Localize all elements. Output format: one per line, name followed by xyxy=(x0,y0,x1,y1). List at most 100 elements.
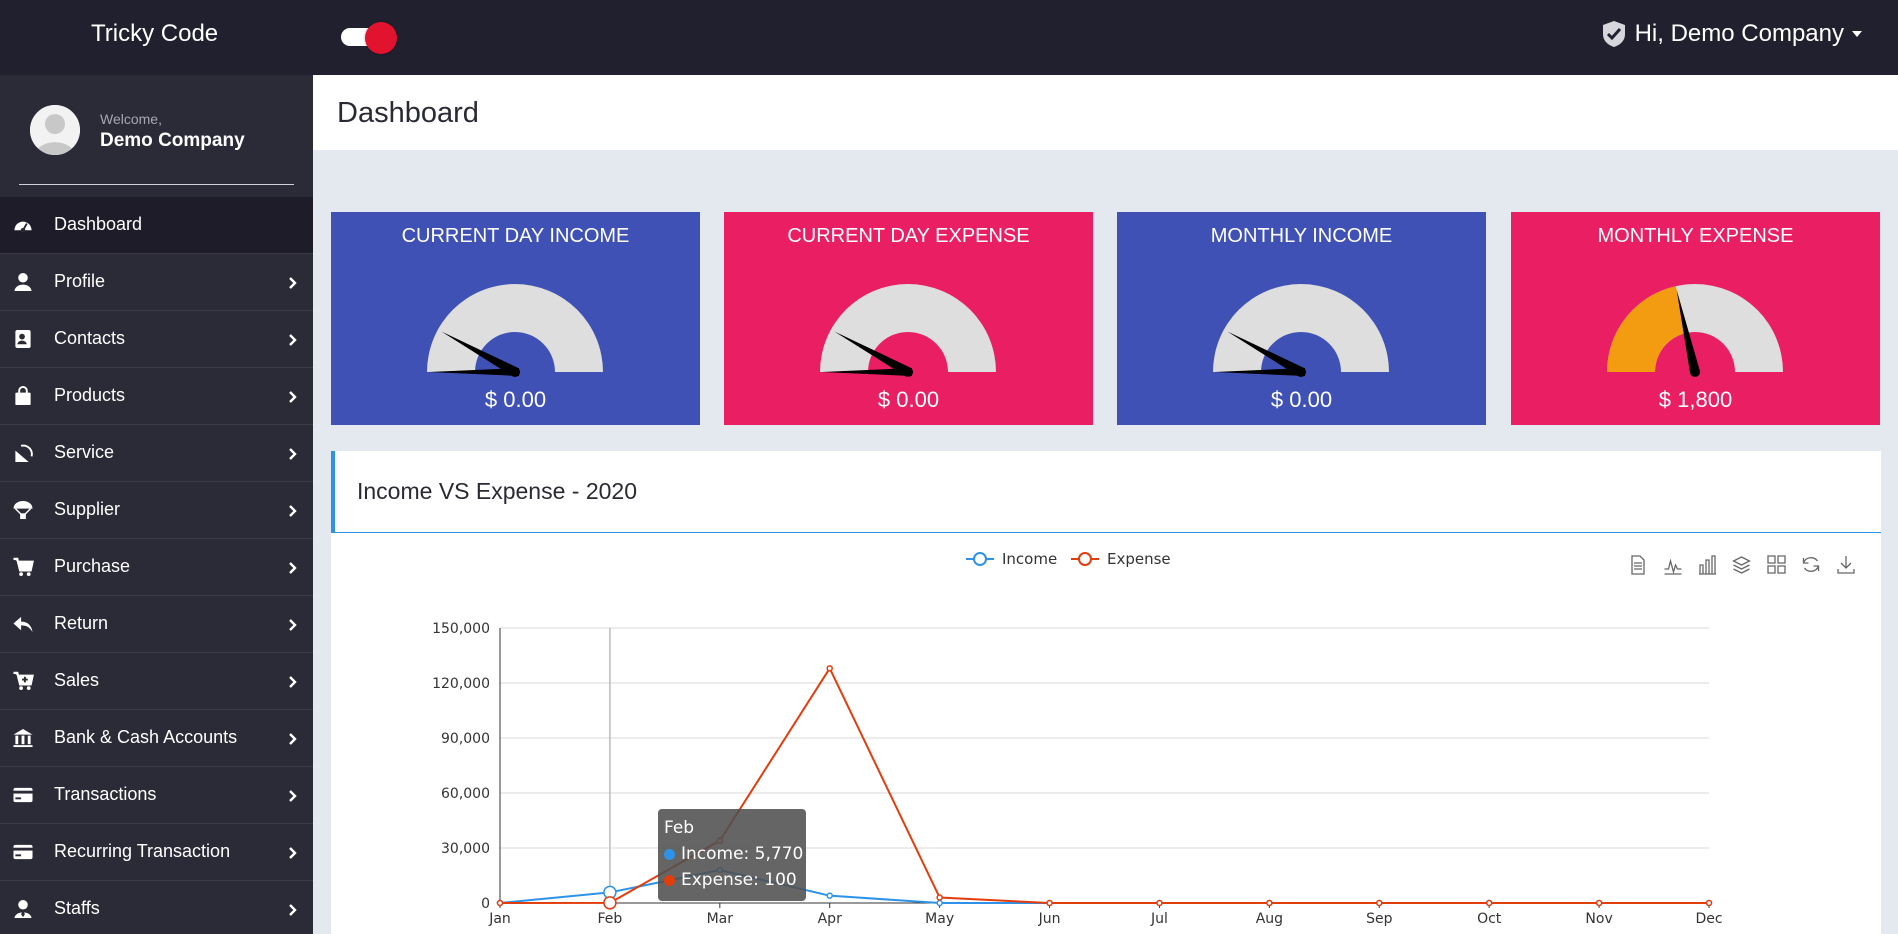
stack-icon[interactable] xyxy=(1732,556,1751,574)
user-greeting: Hi, Demo Company xyxy=(1634,20,1844,47)
card-title: MONTHLY EXPENSE xyxy=(1597,225,1794,247)
sidebar-item-label: Transactions xyxy=(54,784,157,804)
sidebar-item-bank-and-cash-accounts[interactable]: Bank & Cash Accounts xyxy=(0,710,313,767)
y-tick-label: 0 xyxy=(481,896,490,912)
gauge xyxy=(427,284,603,377)
x-tick-label: Dec xyxy=(1695,911,1722,927)
gauge-track xyxy=(1213,284,1389,372)
satellite-dish-icon xyxy=(15,444,33,463)
chevron-right-icon xyxy=(289,904,297,916)
data-point xyxy=(1705,899,1713,907)
line-chart-icon[interactable] xyxy=(1664,558,1682,575)
x-tick-label: Jun xyxy=(1038,911,1061,927)
sidebar-item-recurring-transaction[interactable]: Recurring Transaction xyxy=(0,824,313,881)
x-tick-label: Nov xyxy=(1585,911,1612,927)
card-value: $ 0.00 xyxy=(1270,387,1333,412)
save-image-icon[interactable] xyxy=(1837,556,1855,574)
data-point xyxy=(496,899,504,907)
chevron-right-icon xyxy=(289,847,297,859)
sidebar-item-label: Purchase xyxy=(54,556,131,576)
gauge-needle xyxy=(1676,290,1700,374)
gauge-needle-shadow xyxy=(429,368,519,376)
summary-card: CURRENT DAY INCOME $ 0.00 xyxy=(331,212,700,425)
summary-card: MONTHLY INCOME $ 0.00 xyxy=(1117,212,1486,425)
data-point xyxy=(936,899,943,907)
tooltip-income-text: Income: 5,770 xyxy=(681,844,804,864)
page-title: Dashboard xyxy=(337,97,479,129)
gauge-track xyxy=(820,284,996,372)
company-name: Demo Company xyxy=(100,130,245,151)
y-tick-label: 150,000 xyxy=(432,621,490,637)
gauge xyxy=(1607,284,1783,377)
sidebar-item-service[interactable]: Service xyxy=(0,425,313,482)
tiled-icon[interactable] xyxy=(1767,555,1786,574)
data-point xyxy=(1266,899,1273,907)
card-value: $ 0.00 xyxy=(484,387,547,412)
chevron-right-icon xyxy=(289,391,297,403)
sidebar-item-label: Bank & Cash Accounts xyxy=(54,727,238,747)
data-view-icon[interactable] xyxy=(1631,555,1645,575)
divider xyxy=(19,184,294,185)
gauge-needle xyxy=(834,331,911,377)
gauge-needle-shadow xyxy=(822,368,912,376)
y-tick-label: 90,000 xyxy=(441,731,490,747)
x-tick-label: May xyxy=(925,911,954,927)
summary-card: MONTHLY EXPENSE $ 1,800 xyxy=(1511,212,1880,425)
sidebar-item-sales[interactable]: Sales xyxy=(0,653,313,710)
tooltip-expense-text: Expense: 100 xyxy=(681,870,797,890)
reply-icon xyxy=(13,616,33,633)
sidebar: Welcome, Demo Company Dashboard Profile Co… xyxy=(0,75,313,934)
sidebar-item-supplier[interactable]: Supplier xyxy=(0,482,313,539)
brand-logo-text[interactable]: Tricky Code xyxy=(91,20,219,47)
data-point xyxy=(603,896,617,910)
data-point xyxy=(1376,899,1383,907)
sidebar-item-products[interactable]: Products xyxy=(0,368,313,425)
theme-toggle[interactable] xyxy=(341,22,397,54)
gauge-track xyxy=(427,284,603,372)
credit-card-icon xyxy=(13,844,33,860)
user-icon xyxy=(14,272,32,292)
chart-tooltip: Feb Income: 5,770 Expense: 100 xyxy=(658,809,806,901)
bar-chart-icon[interactable] xyxy=(1699,555,1716,575)
gauge xyxy=(820,284,996,377)
sidebar-item-purchase[interactable]: Purchase xyxy=(0,539,313,596)
sidebar-item-label: Dashboard xyxy=(54,214,143,234)
sidebar-item-label: Products xyxy=(54,385,126,405)
y-tick-label: 120,000 xyxy=(432,676,490,692)
chevron-right-icon xyxy=(289,562,297,574)
contact-card-icon xyxy=(15,329,31,349)
x-tick-label: Jul xyxy=(1150,911,1168,927)
sidebar-item-label: Contacts xyxy=(54,328,126,348)
top-navbar: Tricky Code Hi, Demo Company xyxy=(0,0,1898,75)
sidebar-item-profile[interactable]: Profile xyxy=(0,254,313,311)
legend-marker xyxy=(973,552,987,566)
shopping-cart-icon xyxy=(13,557,34,577)
sidebar-item-label: Recurring Transaction xyxy=(54,841,231,861)
sidebar-item-label: Supplier xyxy=(54,499,121,519)
data-point xyxy=(1485,899,1493,907)
sidebar-item-label: Sales xyxy=(54,670,100,690)
data-point xyxy=(1595,899,1603,907)
sidebar-item-return[interactable]: Return xyxy=(0,596,313,653)
chevron-right-icon xyxy=(289,733,297,745)
gauge-needle-shadow xyxy=(1215,368,1305,376)
income-dot-icon xyxy=(664,848,675,860)
sidebar-item-transactions[interactable]: Transactions xyxy=(0,767,313,824)
panel-header: Income VS Expense - 2020 xyxy=(331,451,1881,533)
x-tick-label: Aug xyxy=(1256,911,1283,927)
y-tick-label: 60,000 xyxy=(441,786,490,802)
card-value: $ 0.00 xyxy=(877,387,940,412)
chevron-right-icon xyxy=(289,334,297,346)
panel-title: Income VS Expense - 2020 xyxy=(357,478,637,504)
user-menu[interactable]: Hi, Demo Company xyxy=(1601,20,1862,48)
avatar xyxy=(30,105,80,155)
tooltip-row-expense: Expense: 100 xyxy=(664,870,797,890)
sidebar-item-contacts[interactable]: Contacts xyxy=(0,311,313,368)
chevron-right-icon xyxy=(289,676,297,688)
sidebar-item-dashboard[interactable]: Dashboard xyxy=(0,197,313,254)
card-title: MONTHLY INCOME xyxy=(1210,225,1393,247)
legend-marker xyxy=(1078,552,1092,566)
x-tick-label: Oct xyxy=(1477,911,1502,927)
restore-icon[interactable] xyxy=(1802,557,1820,572)
sidebar-item-staffs[interactable]: Staffs xyxy=(0,881,313,934)
